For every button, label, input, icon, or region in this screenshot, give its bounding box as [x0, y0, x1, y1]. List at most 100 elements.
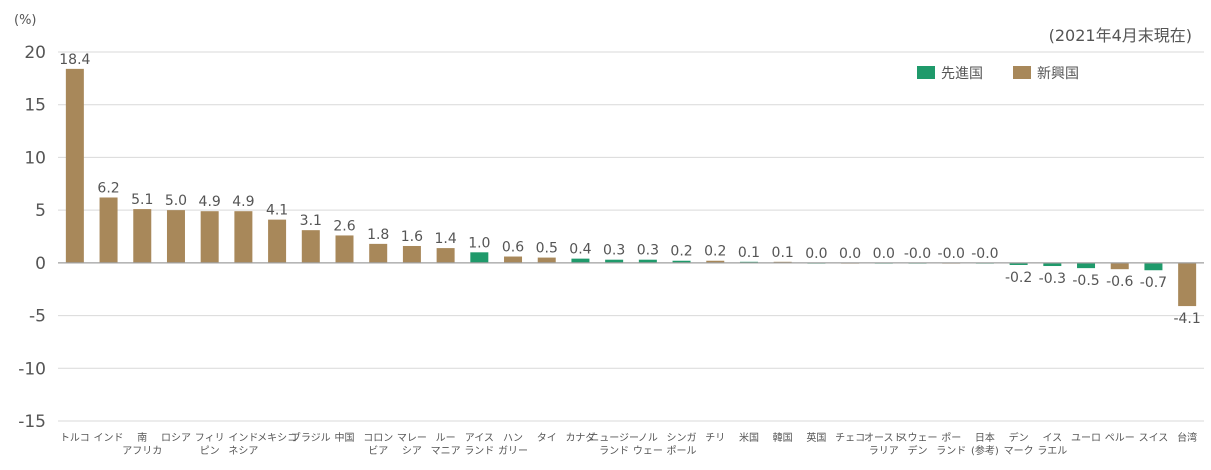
x-tick-label: ユーロ [1071, 433, 1101, 444]
y-tick-label: 5 [35, 201, 46, 221]
legend: 先進国 新興国 [917, 66, 1079, 82]
value-label: 0.0 [873, 246, 895, 262]
bar [1178, 262, 1197, 307]
x-tick-label: シンガポール [667, 432, 697, 457]
value-label: 0.1 [738, 245, 760, 261]
bar [166, 210, 185, 263]
y-tick-label: 20 [24, 43, 46, 63]
x-tick-label: デンマーク [1004, 431, 1034, 457]
x-tick-label: ポーランド [936, 432, 966, 457]
bar [200, 211, 219, 263]
bar [1144, 262, 1163, 271]
bar [99, 197, 118, 263]
bar [1009, 262, 1028, 265]
y-tick-label: -10 [18, 359, 46, 379]
bar [504, 256, 523, 263]
value-label: -0.0 [971, 246, 998, 262]
bar [335, 235, 354, 263]
x-tick-label: インドネシア [228, 433, 258, 457]
value-label: 6.2 [97, 180, 119, 196]
bar [436, 248, 455, 263]
value-label: 1.6 [401, 229, 423, 245]
value-label: -0.0 [938, 246, 965, 262]
x-tick-label: 南アフリカ [122, 431, 162, 457]
value-label: 3.1 [300, 213, 322, 229]
x-tick-label: ノルウェー [633, 433, 663, 457]
bar [537, 257, 556, 263]
bar [706, 260, 725, 263]
bar [571, 258, 590, 263]
bar [1110, 262, 1129, 270]
bar [1043, 262, 1062, 267]
bar [605, 259, 624, 263]
x-tick-label: 中国 [335, 431, 355, 444]
value-label: 0.1 [772, 245, 794, 261]
value-label: 4.9 [199, 194, 221, 210]
legend-swatch-emerging [1013, 66, 1031, 79]
x-tick-label: オーストラリア [864, 432, 904, 457]
value-label: 0.2 [704, 244, 726, 260]
x-tick-label: ブラジル [291, 431, 331, 444]
x-tick-label: 台湾 [1177, 431, 1197, 444]
value-label: 1.4 [434, 231, 456, 247]
x-tick-label: 韓国 [773, 432, 793, 444]
value-label: 0.3 [637, 243, 659, 259]
legend-swatch-developed [917, 66, 935, 79]
value-label: 18.4 [59, 52, 90, 68]
x-tick-label: スイス [1139, 433, 1169, 444]
x-tick-label: 英国 [806, 431, 826, 444]
x-tick-label: アイスランド [464, 433, 494, 457]
y-tick-label: 0 [35, 254, 46, 274]
x-tick-label: フィリピン [195, 433, 225, 457]
legend-label-emerging: 新興国 [1037, 66, 1079, 82]
value-label: 4.1 [266, 203, 288, 219]
bar [672, 260, 691, 263]
value-label: 1.0 [468, 235, 490, 251]
value-label: -0.3 [1039, 271, 1066, 287]
value-label: -0.0 [904, 246, 931, 262]
x-tick-label: イスラエル [1037, 433, 1067, 457]
x-tick-label: スウェーデン [898, 432, 938, 457]
y-tick-label: -15 [18, 412, 46, 432]
x-tick-label: ニュージーランド [589, 433, 639, 457]
x-tick-label: ルーマニア [431, 433, 461, 457]
legend-item-developed: 先進国 [917, 66, 983, 82]
value-label: 0.5 [536, 241, 558, 257]
value-label: -0.6 [1106, 274, 1133, 290]
value-label: 0.0 [805, 246, 827, 262]
x-tick-label: 日本(参考) [971, 431, 999, 457]
x-tick-label: チリ [705, 432, 725, 444]
value-label: 1.8 [367, 227, 389, 243]
x-tick-label: タイ [537, 432, 557, 444]
bar [65, 68, 84, 263]
bar [638, 259, 657, 263]
bar [268, 219, 287, 263]
x-tick-label: ロシア [161, 433, 191, 444]
bar [402, 245, 421, 263]
value-label: 5.1 [131, 192, 153, 208]
bar [301, 230, 320, 263]
x-tick-label: マレーシア [397, 433, 427, 457]
value-label: 0.3 [603, 243, 625, 259]
bar [133, 209, 152, 263]
value-label: 0.2 [670, 244, 692, 260]
legend-item-emerging: 新興国 [1013, 66, 1079, 82]
x-tick-label: チェコ [835, 432, 865, 444]
x-tick-label: カナダ [565, 431, 595, 444]
value-label: 0.6 [502, 240, 524, 256]
value-label: -0.7 [1140, 275, 1167, 291]
legend-label-developed: 先進国 [941, 66, 983, 82]
x-tick-label: メキシコ [257, 433, 297, 444]
as-of-note: (2021年4月末現在) [1049, 26, 1192, 45]
y-tick-label: 10 [24, 148, 46, 168]
value-label: 5.0 [165, 193, 187, 209]
value-label: 0.4 [569, 242, 591, 258]
x-tick-label: トルコ [60, 433, 90, 444]
x-tick-label: インド [94, 433, 124, 444]
bar [234, 211, 253, 263]
value-label: 2.6 [333, 218, 355, 234]
x-tick-label: ペルー [1105, 433, 1135, 444]
value-label: 4.9 [232, 194, 254, 210]
